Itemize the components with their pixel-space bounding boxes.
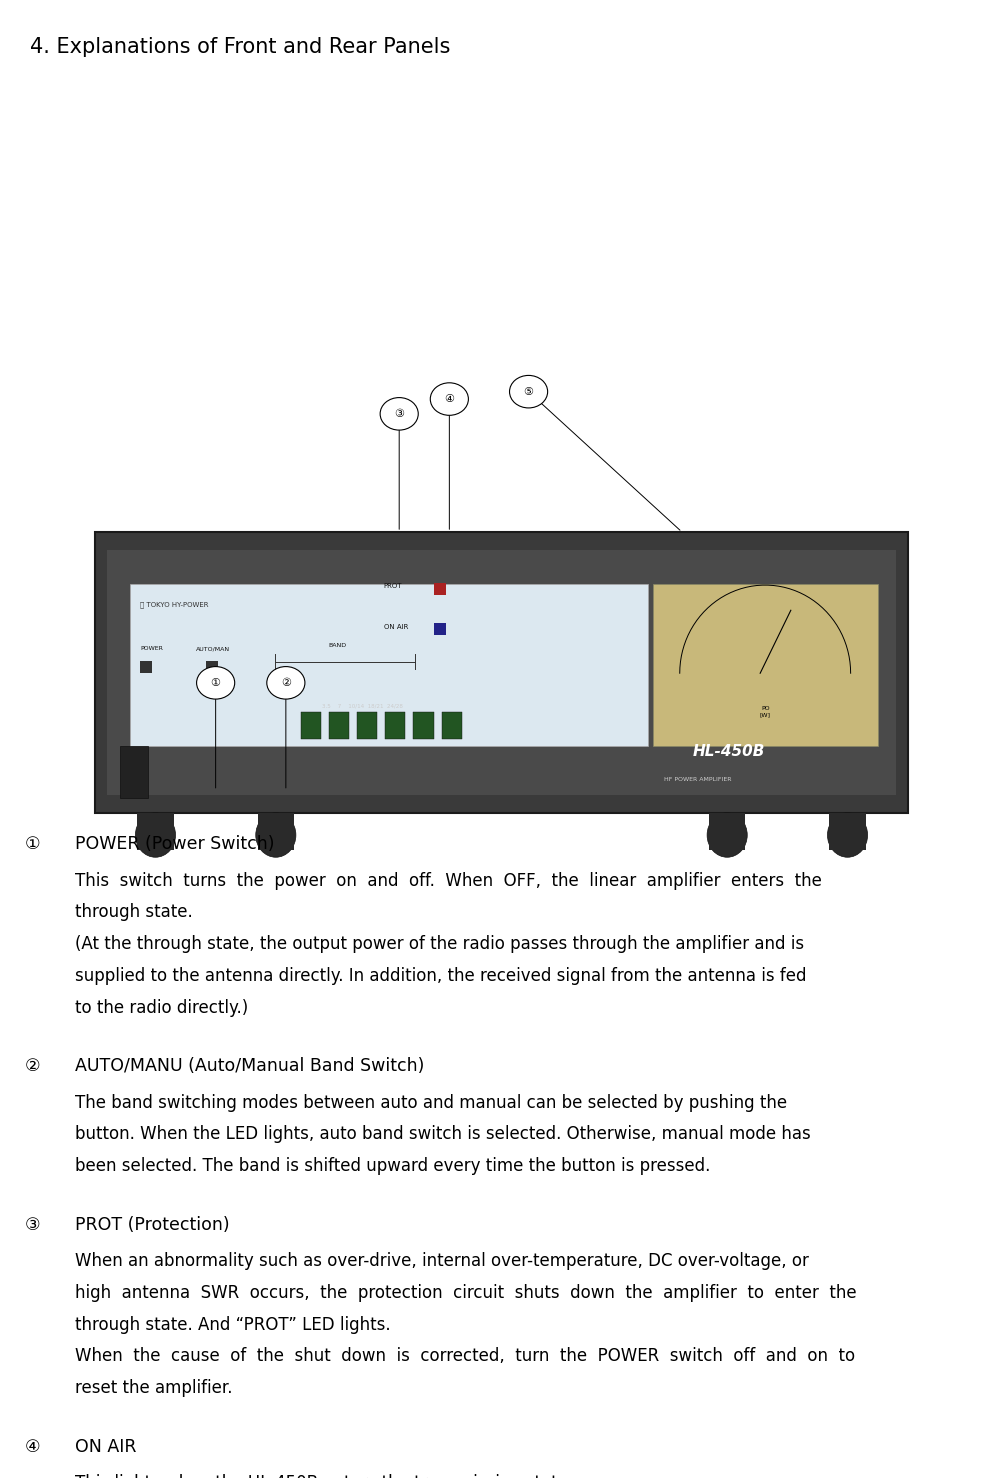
Text: through state.: through state. (75, 903, 192, 921)
Ellipse shape (430, 383, 468, 415)
Text: ON AIR: ON AIR (75, 1438, 136, 1456)
Text: supplied to the antenna directly. In addition, the received signal from the ante: supplied to the antenna directly. In add… (75, 967, 806, 984)
Text: BAND: BAND (328, 643, 346, 647)
Text: 3.5    7    10/14  18/21  24/28: 3.5 7 10/14 18/21 24/28 (322, 704, 402, 708)
Bar (120, 746, 148, 798)
Ellipse shape (509, 375, 547, 408)
Text: ④: ④ (25, 1438, 41, 1456)
Text: ⑤: ⑤ (523, 387, 533, 396)
Bar (434, 582, 446, 594)
Text: HF POWER AMPLIFIER: HF POWER AMPLIFIER (663, 777, 730, 782)
Ellipse shape (196, 667, 234, 699)
Text: ①: ① (210, 678, 220, 687)
Text: reset the amplifier.: reset the amplifier. (75, 1379, 232, 1397)
Bar (205, 662, 217, 674)
Text: been selected. The band is shifted upward every time the button is pressed.: been selected. The band is shifted upwar… (75, 1157, 709, 1175)
Bar (258, 813, 294, 850)
Bar (385, 712, 405, 739)
Bar (95, 532, 907, 813)
Text: ON AIR: ON AIR (384, 624, 408, 630)
Text: button. When the LED lights, auto band switch is selected. Otherwise, manual mod: button. When the LED lights, auto band s… (75, 1125, 811, 1144)
Ellipse shape (135, 813, 175, 857)
Text: AUTO/MANU (Auto/Manual Band Switch): AUTO/MANU (Auto/Manual Band Switch) (75, 1057, 424, 1075)
Text: ①: ① (25, 835, 41, 853)
Text: POWER (Power Switch): POWER (Power Switch) (75, 835, 275, 853)
Text: HL-450B: HL-450B (692, 743, 765, 758)
Bar (357, 712, 377, 739)
Bar (329, 712, 349, 739)
Text: When an abnormality such as over-drive, internal over-temperature, DC over-volta: When an abnormality such as over-drive, … (75, 1252, 809, 1270)
Text: Ⓣ TOKYO HY-POWER: Ⓣ TOKYO HY-POWER (140, 602, 208, 607)
Text: AUTO/MAN: AUTO/MAN (195, 646, 229, 652)
Text: This lights when the HL-450B enters the transmission state.: This lights when the HL-450B enters the … (75, 1474, 573, 1478)
Text: PROT (Protection): PROT (Protection) (75, 1215, 229, 1234)
Text: 4. Explanations of Front and Rear Panels: 4. Explanations of Front and Rear Panels (30, 37, 450, 58)
Ellipse shape (380, 398, 418, 430)
Bar (130, 584, 647, 746)
Text: to the radio directly.): to the radio directly.) (75, 999, 248, 1017)
Text: POWER: POWER (140, 646, 163, 652)
Ellipse shape (256, 813, 296, 857)
Text: ③: ③ (25, 1215, 41, 1234)
Bar (140, 662, 152, 674)
Bar (829, 813, 865, 850)
Bar (413, 712, 433, 739)
Ellipse shape (267, 667, 305, 699)
Bar (441, 712, 461, 739)
Text: ②: ② (25, 1057, 41, 1075)
Text: ③: ③ (394, 409, 404, 418)
Text: This  switch  turns  the  power  on  and  off.  When  OFF,  the  linear  amplifi: This switch turns the power on and off. … (75, 872, 822, 890)
Text: (At the through state, the output power of the radio passes through the amplifie: (At the through state, the output power … (75, 936, 804, 953)
Text: high  antenna  SWR  occurs,  the  protection  circuit  shuts  down  the  amplifi: high antenna SWR occurs, the protection … (75, 1284, 856, 1302)
Ellipse shape (827, 813, 867, 857)
Ellipse shape (706, 813, 746, 857)
Text: When  the  cause  of  the  shut  down  is  corrected,  turn  the  POWER  switch : When the cause of the shut down is corre… (75, 1348, 855, 1366)
Bar (652, 584, 877, 746)
Bar (137, 813, 173, 850)
Text: through state. And “PROT” LED lights.: through state. And “PROT” LED lights. (75, 1315, 391, 1333)
Bar (301, 712, 321, 739)
Text: PO
[W]: PO [W] (759, 706, 770, 717)
Bar (434, 622, 446, 634)
Bar (708, 813, 744, 850)
Text: The band switching modes between auto and manual can be selected by pushing the: The band switching modes between auto an… (75, 1094, 787, 1111)
Bar (107, 550, 895, 795)
Text: ②: ② (281, 678, 291, 687)
Text: ④: ④ (444, 395, 454, 403)
Text: PROT: PROT (384, 584, 402, 590)
